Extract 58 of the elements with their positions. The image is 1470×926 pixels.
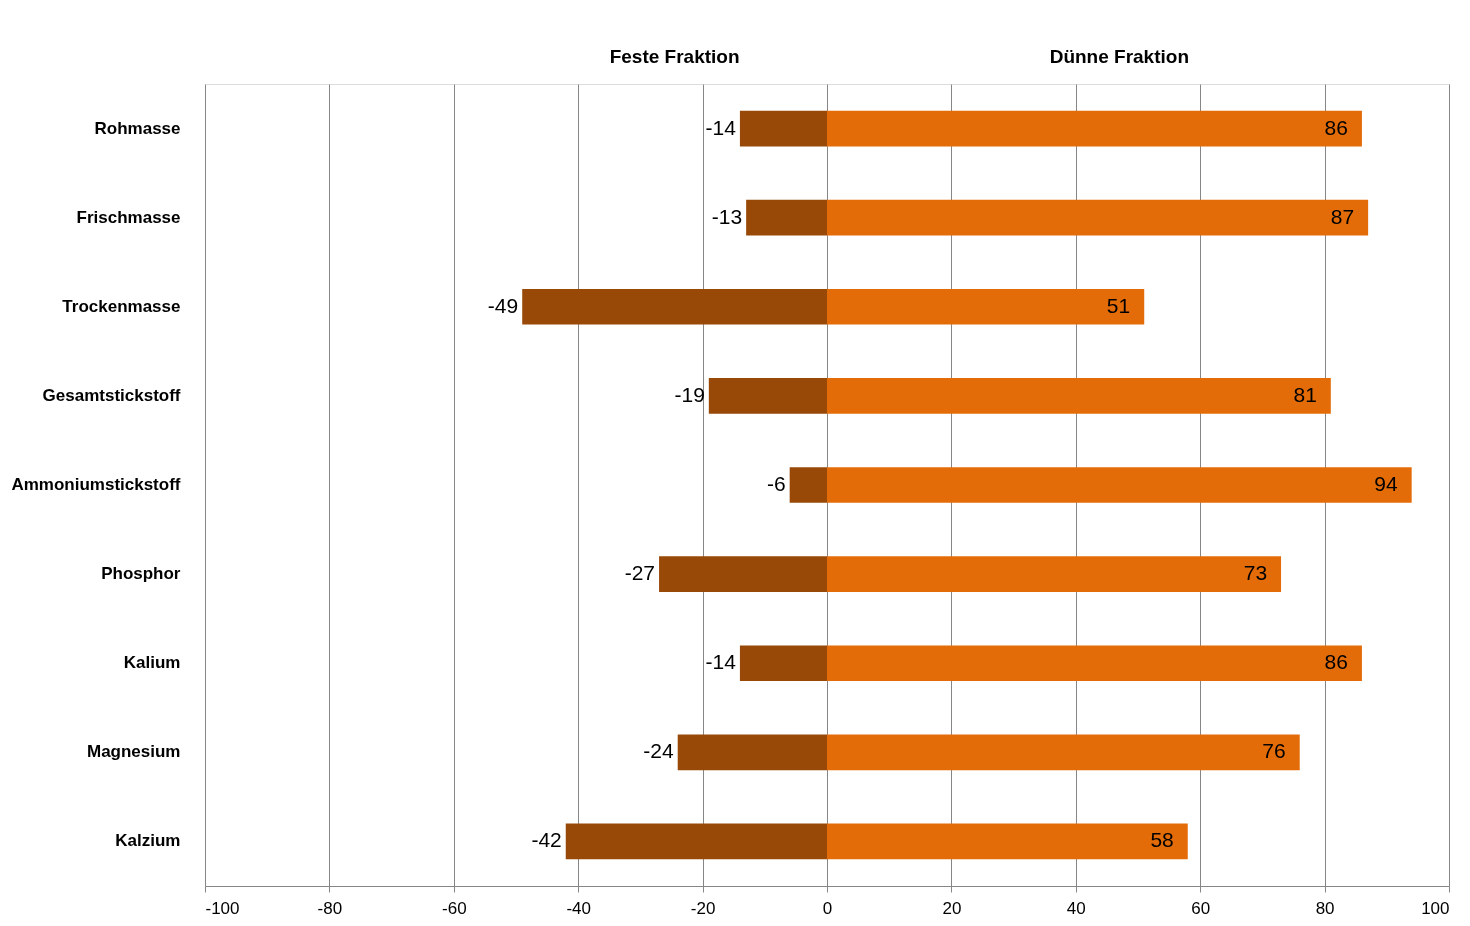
bar (827, 823, 1188, 860)
text: Dünne Fraktion (1049, 46, 1190, 67)
data-label: -27 (624, 561, 656, 585)
bar (827, 110, 1362, 147)
data-label: -13 (711, 204, 743, 228)
y-tick-label: Ammoniumstickstoff (11, 475, 181, 494)
data-label: 94 (1374, 472, 1398, 495)
x-tick-label: -20 (690, 898, 716, 918)
x-tick-label: -80 (317, 898, 343, 918)
data-label: -14 (705, 115, 737, 139)
data-label: 51 (1106, 293, 1131, 317)
bar (739, 110, 827, 147)
data-label: 76 (1262, 739, 1286, 763)
data-label: -24 (643, 739, 675, 763)
x-tick-label: 80 (1315, 898, 1335, 918)
y-tick-label: Rohmasse (94, 118, 181, 138)
y-tick-label: Frischmasse (76, 207, 181, 227)
bar (789, 467, 827, 503)
x-tick-label: -40 (566, 898, 591, 918)
data-label: 81 (1293, 382, 1317, 406)
bar (827, 734, 1300, 771)
bar (827, 556, 1282, 592)
x-tick-label: 20 (942, 898, 962, 918)
bar (522, 288, 827, 325)
y-tick-label: Kalium (123, 653, 181, 673)
data-label: 73 (1243, 561, 1268, 585)
bar (565, 823, 827, 860)
bar (659, 556, 827, 592)
x-tick-label: -60 (442, 898, 467, 918)
data-label: -6 (766, 472, 786, 495)
bar (827, 378, 1331, 414)
data-label: -42 (531, 828, 562, 852)
data-label: -19 (674, 382, 705, 406)
y-tick-label: Trockenmasse (62, 296, 181, 316)
text: Feste Fraktion (609, 46, 740, 67)
x-tick-label: -100 (205, 898, 240, 918)
x-tick-label: 40 (1066, 898, 1086, 918)
y-tick-label: Kalzium (115, 831, 181, 851)
data-label: -14 (705, 650, 737, 674)
bar (827, 645, 1362, 682)
bar (739, 645, 827, 682)
bar (827, 467, 1412, 503)
data-label: 87 (1330, 204, 1355, 228)
bar (708, 378, 827, 414)
y-tick-label: Magnesium (86, 742, 181, 762)
bar (677, 734, 827, 771)
x-tick-label: 100 (1421, 898, 1450, 918)
x-tick-label: 0 (822, 898, 833, 918)
bar (827, 199, 1369, 236)
x-tick-label: 60 (1191, 898, 1211, 918)
data-label: 86 (1324, 650, 1348, 674)
data-label: -49 (487, 293, 519, 317)
bar (746, 199, 827, 236)
bar (827, 288, 1145, 325)
data-label: 58 (1150, 828, 1174, 852)
y-tick-label: Phosphor (101, 564, 181, 584)
y-tick-label: Gesamtstickstoff (42, 385, 181, 405)
data-label: 86 (1324, 115, 1348, 139)
